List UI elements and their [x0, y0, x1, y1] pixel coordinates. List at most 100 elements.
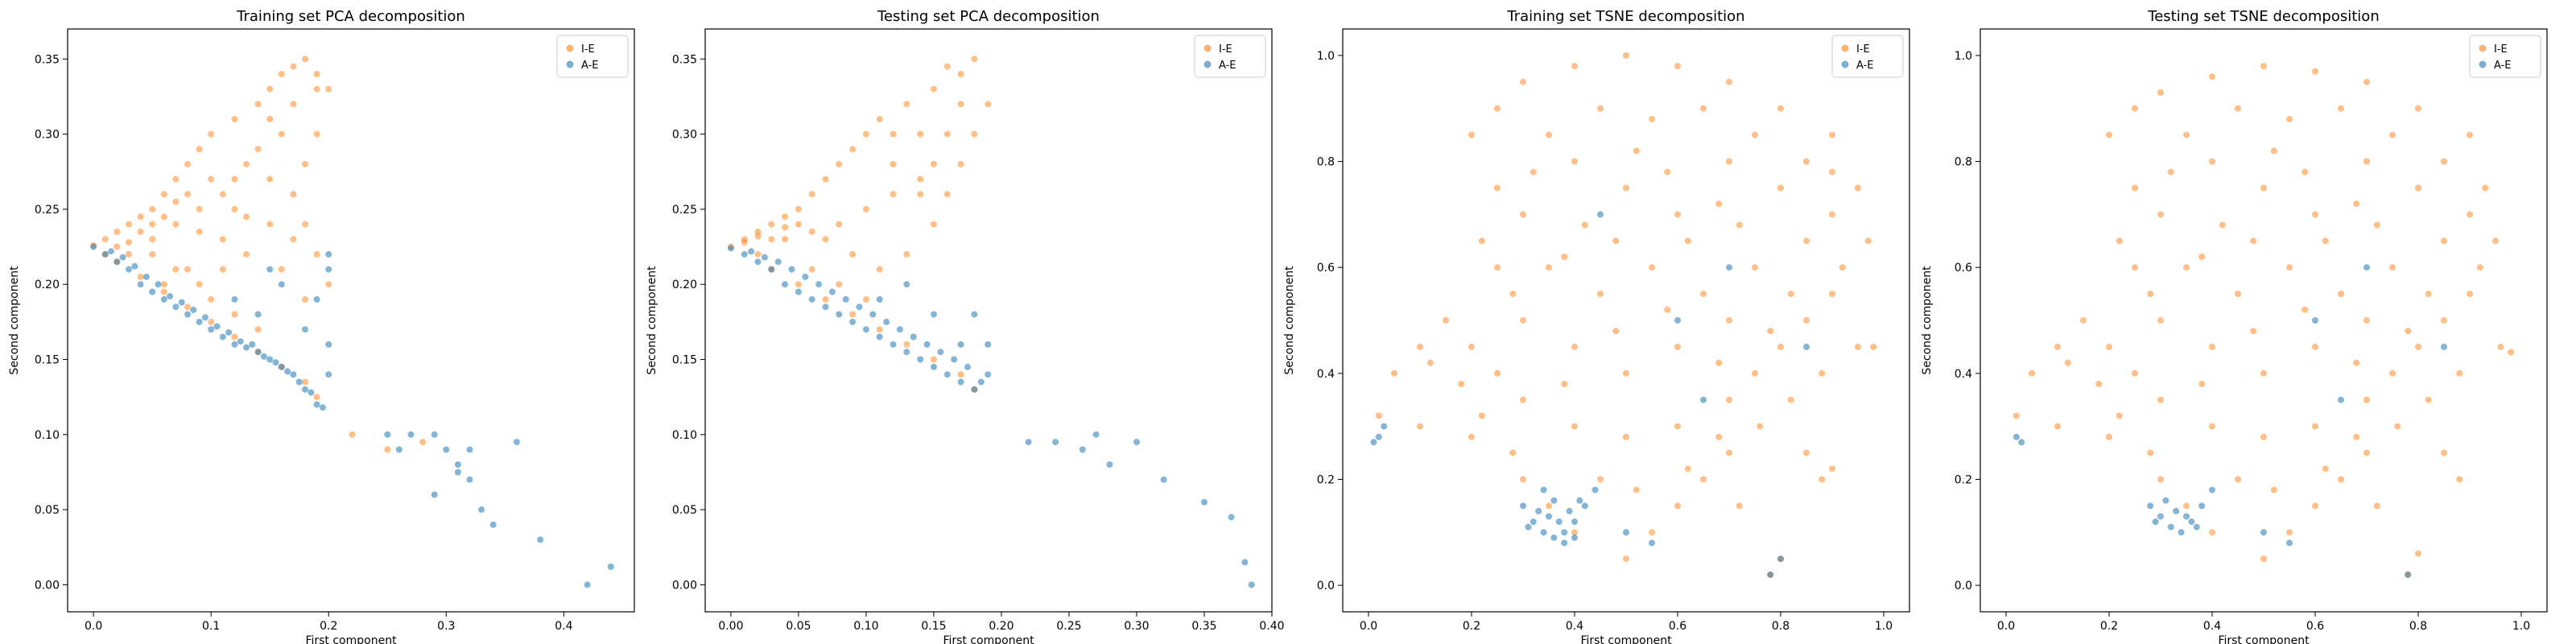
point-a-e	[2162, 497, 2169, 504]
plot-frame	[1342, 28, 1910, 613]
point-i-e	[1571, 423, 1578, 430]
chart-title: Training set TSNE decomposition	[1506, 8, 1744, 25]
point-i-e	[2157, 211, 2164, 218]
point-i-e	[2301, 168, 2309, 175]
point-i-e	[1623, 184, 1629, 192]
point-i-e	[876, 266, 883, 273]
point-a-e	[1555, 518, 1563, 526]
point-i-e	[2373, 502, 2380, 510]
point-i-e	[1571, 343, 1578, 350]
plot-frame	[1979, 28, 2548, 613]
point-a-e	[325, 341, 332, 348]
x-tick-label: 0.30	[1124, 620, 1149, 633]
x-tick-label: 0.4	[555, 620, 572, 633]
point-a-e	[1649, 539, 1655, 547]
point-i-e	[208, 295, 215, 303]
point-a-e	[219, 333, 226, 341]
point-a-e	[849, 318, 857, 325]
point-i-e	[2338, 291, 2344, 298]
x-tick-label: 0.0	[1997, 620, 2015, 633]
point-i-e	[2260, 433, 2267, 440]
x-tick-label: 0.4	[2203, 620, 2221, 633]
point-i-e	[1803, 317, 1810, 324]
point-i-e	[1674, 502, 1681, 510]
point-i-e	[2183, 502, 2190, 510]
point-i-e	[278, 266, 285, 273]
y-tick-label: 0.2	[1955, 473, 1972, 486]
point-a-e	[1803, 343, 1810, 350]
point-i-e	[208, 175, 215, 183]
point-i-e	[1581, 221, 1588, 229]
legend-marker-i-e	[2479, 44, 2487, 52]
point-i-e	[890, 130, 897, 138]
point-a-e	[842, 295, 849, 303]
point-i-e	[2080, 317, 2087, 324]
point-i-e	[2425, 291, 2432, 298]
point-a-e	[802, 273, 809, 280]
point-a-e	[2173, 507, 2180, 514]
point-a-e	[454, 461, 461, 469]
point-i-e	[808, 191, 815, 198]
point-i-e	[1752, 369, 1758, 377]
point-a-e	[325, 371, 332, 378]
point-a-e	[1241, 559, 1249, 566]
point-i-e	[2270, 147, 2277, 155]
point-i-e	[1829, 168, 1835, 175]
point-i-e	[903, 250, 910, 258]
point-i-e	[985, 101, 992, 108]
point-a-e	[1106, 461, 1113, 469]
point-i-e	[266, 175, 274, 183]
y-tick-label: 0.15	[35, 354, 60, 367]
point-i-e	[196, 281, 203, 288]
point-i-e	[160, 213, 167, 221]
point-a-e	[1674, 317, 1681, 324]
point-a-e	[513, 439, 520, 446]
legend: I-E A-E	[556, 35, 629, 78]
point-a-e	[2363, 264, 2370, 271]
point-i-e	[302, 378, 308, 386]
point-i-e	[325, 281, 332, 288]
point-i-e	[1664, 168, 1671, 175]
point-i-e	[2508, 349, 2515, 356]
point-a-e	[1571, 534, 1578, 541]
x-tick-label: 0.20	[989, 620, 1013, 633]
point-i-e	[231, 175, 238, 183]
legend: I-E A-E	[1194, 35, 1266, 78]
point-i-e	[1546, 502, 1552, 510]
y-tick-label: 0.10	[35, 429, 60, 442]
point-i-e	[243, 250, 250, 258]
point-a-e	[149, 288, 156, 295]
x-tick-label: 0.0	[85, 620, 102, 633]
point-a-e	[137, 281, 144, 288]
x-tick-label: 1.0	[2512, 620, 2530, 633]
point-a-e	[1550, 497, 1558, 504]
points-layer	[1370, 52, 1877, 578]
y-tick-label: 0.05	[672, 504, 697, 517]
points-layer	[727, 56, 1255, 588]
point-a-e	[184, 311, 191, 318]
point-a-e	[1700, 396, 1707, 403]
x-tick-label: 0.2	[2100, 620, 2118, 633]
point-a-e	[1375, 433, 1382, 440]
point-a-e	[2312, 317, 2318, 324]
point-a-e	[727, 245, 734, 252]
y-tick-label: 1.0	[1955, 50, 1972, 63]
point-i-e	[2250, 237, 2257, 245]
point-a-e	[90, 243, 97, 250]
point-a-e	[431, 431, 438, 438]
point-i-e	[2147, 449, 2154, 456]
point-i-e	[137, 273, 144, 280]
point-i-e	[2482, 184, 2489, 192]
point-a-e	[284, 368, 291, 375]
point-a-e	[761, 254, 768, 261]
point-a-e	[160, 295, 167, 303]
point-a-e	[754, 258, 762, 266]
point-i-e	[1546, 131, 1552, 138]
point-i-e	[384, 446, 391, 453]
point-i-e	[184, 266, 191, 273]
point-i-e	[836, 160, 843, 167]
point-i-e	[2209, 529, 2215, 536]
point-a-e	[1777, 555, 1784, 563]
point-i-e	[1478, 237, 1485, 245]
point-a-e	[1561, 539, 1568, 547]
